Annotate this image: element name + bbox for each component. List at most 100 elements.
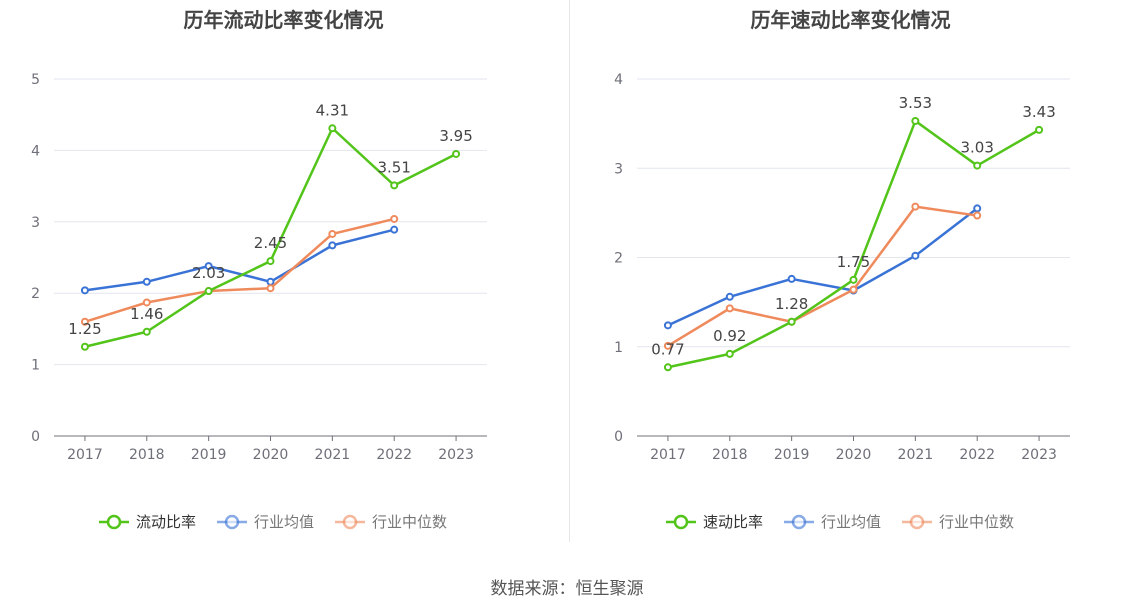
legend-label: 流动比率 <box>136 513 196 531</box>
data-point <box>452 149 461 158</box>
data-label: 2.03 <box>192 264 225 282</box>
x-tick-label: 2017 <box>650 447 686 463</box>
data-point <box>80 317 89 326</box>
legend-marker <box>106 514 122 530</box>
data-point <box>390 225 399 234</box>
data-point <box>80 342 89 351</box>
data-label: 3.43 <box>1022 103 1055 121</box>
data-point <box>725 304 734 313</box>
x-tick-label: 2020 <box>836 447 872 463</box>
data-point <box>390 181 399 190</box>
x-tick-label: 2021 <box>315 447 351 463</box>
panel-divider <box>569 0 570 542</box>
data-point <box>725 292 734 301</box>
data-label: 0.77 <box>651 340 684 358</box>
data-label: 3.51 <box>378 158 411 176</box>
legend-label: 行业均值 <box>821 513 881 531</box>
chart-title: 历年速动比率变化情况 <box>750 8 951 32</box>
y-tick-label: 4 <box>614 72 623 88</box>
legend-marker <box>791 514 807 530</box>
x-tick-label: 2019 <box>191 447 227 463</box>
data-point <box>266 277 275 286</box>
x-tick-label: 2018 <box>712 447 748 463</box>
legend-item[interactable]: 行业中位数 <box>335 513 447 531</box>
quick-ratio-chart-panel: 历年速动比率变化情况 0 1 2 3 4 2017 2018 2019 2020 2021 2022… <box>567 0 1134 560</box>
legend-item[interactable]: 行业均值 <box>784 513 881 531</box>
current-ratio-chart: 0 1 2 3 4 5 2017 2018 2019 2020 2021 2022 2023 1.25 1.… <box>31 72 487 531</box>
legend-label: 行业中位数 <box>372 513 447 531</box>
data-point <box>266 284 275 293</box>
data-point <box>911 251 920 260</box>
data-label: 4.31 <box>316 101 349 119</box>
data-point <box>142 298 151 307</box>
data-label: 3.95 <box>439 127 472 145</box>
legend-marker <box>673 514 689 530</box>
y-tick-label: 3 <box>614 161 623 177</box>
data-point <box>328 241 337 250</box>
data-point <box>725 349 734 358</box>
series-line <box>84 217 395 323</box>
data-point <box>142 327 151 336</box>
data-point <box>328 229 337 238</box>
x-tick-label: 2021 <box>898 447 934 463</box>
legend-label: 行业均值 <box>254 513 314 531</box>
data-point <box>390 214 399 223</box>
data-point <box>1035 125 1044 134</box>
series-line <box>84 228 395 292</box>
series-line <box>667 207 978 327</box>
data-point <box>973 211 982 220</box>
legend-label: 速动比率 <box>703 513 763 531</box>
data-label: 0.92 <box>713 327 746 345</box>
data-label: 1.25 <box>68 320 101 338</box>
data-point <box>80 286 89 295</box>
y-tick-label: 2 <box>614 251 623 267</box>
x-tick-label: 2022 <box>959 447 995 463</box>
data-point <box>204 287 213 296</box>
data-label: 3.03 <box>961 139 994 157</box>
y-tick-label: 5 <box>31 72 40 88</box>
data-point <box>663 363 672 372</box>
legend-marker <box>224 514 240 530</box>
data-point <box>849 275 858 284</box>
x-tick-label: 2019 <box>774 447 810 463</box>
data-point <box>973 161 982 170</box>
legend-label: 行业中位数 <box>939 513 1014 531</box>
data-label: 1.75 <box>837 253 870 271</box>
data-point <box>911 116 920 125</box>
data-point <box>663 321 672 330</box>
legend-marker <box>909 514 925 530</box>
chart-title: 历年流动比率变化情况 <box>183 8 384 32</box>
legend-item[interactable]: 速动比率 <box>666 513 763 531</box>
data-point <box>787 317 796 326</box>
y-tick-label: 3 <box>31 215 40 231</box>
series-line <box>667 205 978 347</box>
data-label: 3.53 <box>899 94 932 112</box>
legend-marker <box>342 514 358 530</box>
data-point <box>973 204 982 213</box>
data-point <box>787 274 796 283</box>
data-label: 1.28 <box>775 295 808 313</box>
data-point <box>142 277 151 286</box>
y-tick-label: 1 <box>31 358 40 374</box>
data-label: 1.46 <box>130 305 163 323</box>
y-tick-label: 2 <box>31 286 40 302</box>
data-point <box>911 202 920 211</box>
data-source-note: 数据来源：恒生聚源 <box>490 579 644 599</box>
legend-item[interactable]: 行业均值 <box>217 513 314 531</box>
legend-item[interactable]: 流动比率 <box>99 513 196 531</box>
y-tick-label: 0 <box>31 429 40 445</box>
y-tick-label: 1 <box>614 340 623 356</box>
x-tick-label: 2017 <box>67 447 103 463</box>
quick-ratio-chart: 0 1 2 3 4 2017 2018 2019 2020 2021 2022 2023 0.77 0.9… <box>614 72 1070 531</box>
x-tick-label: 2022 <box>376 447 412 463</box>
y-tick-label: 0 <box>614 429 623 445</box>
y-tick-label: 4 <box>31 143 40 159</box>
x-tick-label: 2018 <box>129 447 165 463</box>
data-point <box>849 285 858 294</box>
x-tick-label: 2020 <box>253 447 289 463</box>
data-point <box>204 262 213 271</box>
legend-item[interactable]: 行业中位数 <box>902 513 1014 531</box>
x-tick-label: 2023 <box>438 447 474 463</box>
data-point <box>663 341 672 350</box>
current-ratio-chart-panel: 历年流动比率变化情况 0 1 2 3 4 5 2017 2018 2019 2020 2021 202… <box>0 0 567 560</box>
